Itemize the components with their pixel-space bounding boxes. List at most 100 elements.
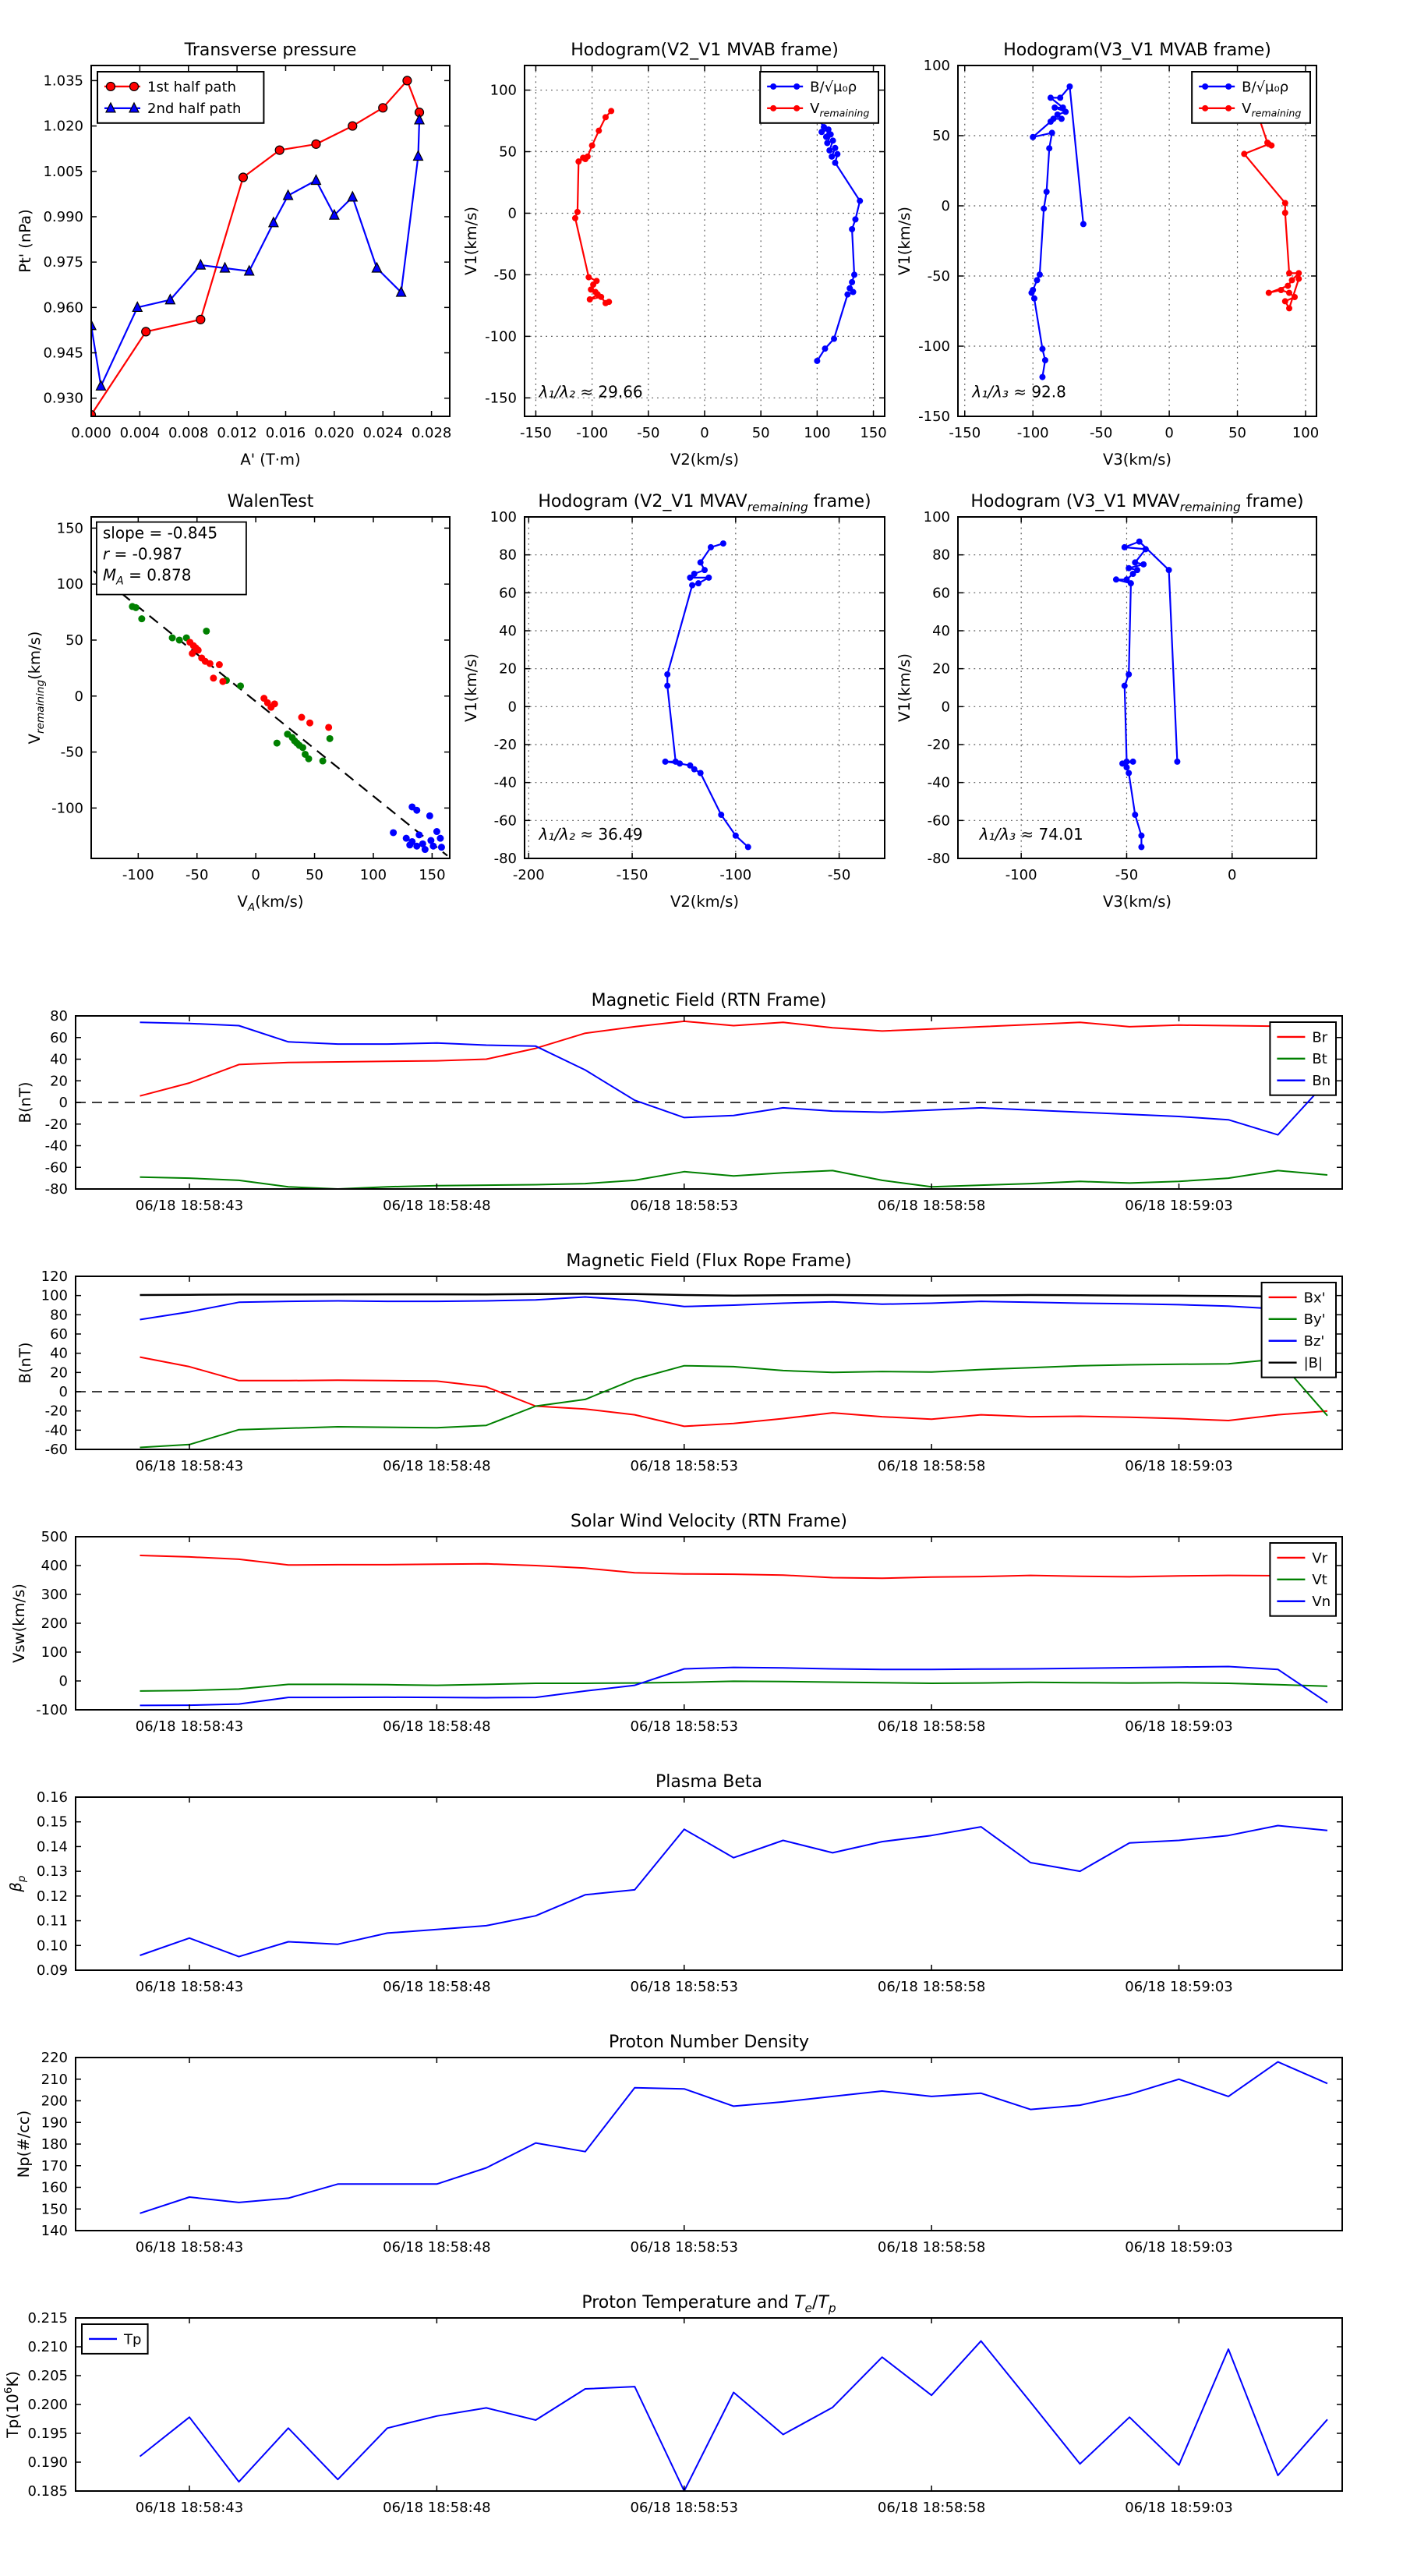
axes-frame <box>90 65 451 417</box>
series-Vr <box>140 1555 1328 1580</box>
x-axis-label: V3(km/s) <box>1103 451 1172 469</box>
series-beta-p <box>140 1824 1328 1958</box>
x-tick-label: -100 <box>1005 867 1037 883</box>
plot-area <box>571 105 864 364</box>
x-tick-label: 06/18 18:58:58 <box>878 2500 985 2516</box>
y-tick-label: 0 <box>942 699 950 715</box>
chart-title: Solar Wind Velocity (RTN Frame) <box>571 1512 847 1531</box>
y-tick-label: 0 <box>59 1095 68 1111</box>
legend: B/√μ₀ρ Vremaining <box>759 71 879 124</box>
x-tick-label: -150 <box>949 425 981 441</box>
y-tick-label: -60 <box>45 1159 68 1176</box>
y-tick-label: 20 <box>932 661 950 678</box>
series-V-remaining-hodogram <box>1243 101 1300 310</box>
x-tick-label: -100 <box>576 425 608 441</box>
y-tick-label: 60 <box>932 585 950 601</box>
y-tick-label: 40 <box>50 1346 68 1362</box>
y-tick-label: 0 <box>508 699 517 715</box>
annotation: λ₁/λ₃ ≈ 92.8 <box>971 382 1066 401</box>
y-tick-label: -40 <box>45 1138 68 1155</box>
annotation: λ₁/λ₂ ≈ 36.49 <box>538 825 642 844</box>
y-tick-label: 0 <box>942 198 950 214</box>
x-tick-label: 06/18 18:58:48 <box>383 1458 490 1474</box>
y-axis-label: V1(km/s) <box>462 207 480 275</box>
y-tick-label: 0.930 <box>43 391 83 407</box>
legend-label: Bn <box>1312 1073 1331 1089</box>
axes-frame <box>524 516 885 859</box>
series-Tp <box>139 2340 1328 2491</box>
y-tick-label: 50 <box>65 632 83 649</box>
plot-area <box>1112 538 1181 851</box>
y-tick-label: -20 <box>45 1116 68 1133</box>
x-tick-label: 0.016 <box>266 425 306 441</box>
legend-label: 2nd half path <box>147 101 241 117</box>
chart-proton-number-density: 06/18 18:58:43 06/18 18:58:48 06/18 18:58:… <box>15 2033 1343 2256</box>
chart-walen-test: -100 -50 0 50 100 150 -100 -50 0 50 100 150 WalenTes… <box>26 492 451 914</box>
legend-label: Br <box>1312 1029 1327 1046</box>
legend-label: Vremaining <box>1242 101 1301 119</box>
y-tick-label: 50 <box>499 144 517 161</box>
series-Bn <box>140 1021 1328 1136</box>
y-tick-label: 100 <box>924 509 950 525</box>
y-axis-label: βp <box>7 1875 28 1892</box>
x-tick-label: 06/18 18:58:43 <box>136 1198 243 1214</box>
x-tick-label: 06/18 18:58:53 <box>631 1458 738 1474</box>
x-tick-label: 06/18 18:59:03 <box>1125 1458 1232 1474</box>
plot-area <box>139 2340 1328 2491</box>
chart-transverse-pressure: 0.000 0.004 0.008 0.012 0.016 0.020 0.024 0.028… <box>16 41 451 469</box>
plot-area <box>140 1555 1328 1707</box>
series-Vn <box>140 1665 1328 1707</box>
chart-mag-flux-rope: 06/18 18:58:43 06/18 18:58:48 06/18 18:58:… <box>16 1251 1343 1474</box>
x-tick-label: 0.028 <box>412 425 452 441</box>
y-tick-label: 0 <box>59 1384 68 1400</box>
stats-line: MA = 0.878 <box>103 566 192 588</box>
x-tick-label: -50 <box>637 425 659 441</box>
y-tick-label: -20 <box>45 1403 68 1420</box>
legend-label: Vremaining <box>810 101 869 119</box>
x-axis-label: A' (T·m) <box>240 451 300 469</box>
legend-label: B/√μ₀ρ <box>1242 79 1288 95</box>
legend-label: Tp <box>123 2331 141 2348</box>
chart-title: Hodogram(V2_V1 MVAB frame) <box>571 41 839 60</box>
y-tick-label: 60 <box>50 1030 68 1046</box>
chart-proton-temperature: 06/18 18:58:43 06/18 18:58:48 06/18 18:58:… <box>2 2293 1343 2516</box>
x-tick-label: -50 <box>1115 867 1138 883</box>
x-tick-label: 100 <box>1292 425 1319 441</box>
y-tick-label: 200 <box>41 2093 68 2110</box>
chart-title: Hodogram (V2_V1 MVAVremaining frame) <box>538 492 871 515</box>
y-tick-label: 500 <box>41 1529 68 1545</box>
y-tick-label: -150 <box>485 390 517 406</box>
x-tick-label: 06/18 18:58:48 <box>383 2500 490 2516</box>
y-tick-label: -40 <box>45 1422 68 1438</box>
y-tick-label: 210 <box>41 2072 68 2088</box>
plot-area <box>140 1824 1328 1958</box>
axes-frame <box>957 65 1317 417</box>
legend-label: Bt <box>1312 1051 1327 1067</box>
series-1st half path <box>91 80 421 416</box>
x-tick-label: 06/18 18:58:43 <box>136 1718 243 1735</box>
y-tick-label: 0.185 <box>27 2483 68 2500</box>
y-tick-label: 1.035 <box>43 73 83 89</box>
x-tick-label: 06/18 18:58:58 <box>878 1979 985 1995</box>
y-axis-label: V1(km/s) <box>896 653 914 722</box>
y-tick-label: 50 <box>932 128 950 144</box>
y-axis-label: V1(km/s) <box>462 653 480 722</box>
chart-title: Proton Temperature and Te/Tp <box>581 2293 836 2316</box>
y-tick-label: 0.200 <box>27 2397 68 2413</box>
x-tick-label: -100 <box>1017 425 1049 441</box>
x-tick-label: -50 <box>1090 425 1112 441</box>
x-tick-label: 06/18 18:58:53 <box>631 1979 738 1995</box>
series-Vt <box>140 1680 1328 1692</box>
x-tick-label: 0 <box>1228 867 1236 883</box>
y-tick-label: -60 <box>928 812 950 829</box>
x-tick-label: 100 <box>804 425 830 441</box>
x-tick-label: -150 <box>520 425 552 441</box>
x-tick-label: 06/18 18:58:48 <box>383 1198 490 1214</box>
x-tick-label: -150 <box>617 867 648 883</box>
y-tick-label: -60 <box>494 812 517 829</box>
series-Bz-prime <box>140 1296 1328 1321</box>
y-tick-label: 300 <box>41 1587 68 1603</box>
series-V-remaining-hodogram <box>574 110 613 304</box>
y-tick-label: -150 <box>918 409 950 425</box>
y-tick-label: -80 <box>494 851 517 867</box>
